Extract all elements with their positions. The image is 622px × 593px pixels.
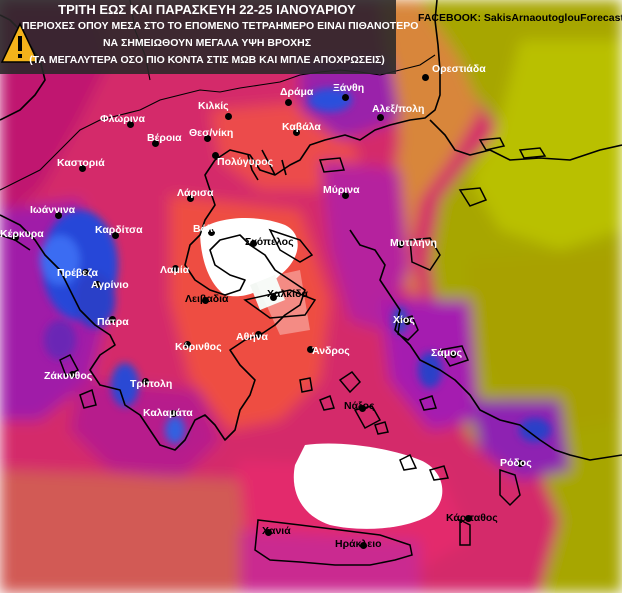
city-marker-dot — [127, 121, 134, 128]
city-label: Ορεστιάδα — [432, 63, 486, 75]
city-marker-dot — [342, 192, 349, 199]
header-title: ΤΡΙΤΗ ΕΩΣ ΚΑΙ ΠΑΡΑΣΚΕΥΗ 22-25 ΙΑΝΟΥΑΡΙΟΥ — [58, 2, 356, 17]
city-label: Μυτιλήνη — [390, 237, 437, 249]
city-label: Καλαμάτα — [143, 407, 193, 419]
city-label: Θεσ/νίκη — [189, 127, 234, 139]
city-marker-dot — [307, 346, 314, 353]
city-label: Νάξος — [344, 400, 375, 412]
city-marker-dot — [112, 232, 119, 239]
city-marker-dot — [255, 331, 262, 338]
city-marker-dot — [208, 229, 215, 236]
city-label: Σκόπελος — [245, 236, 294, 248]
city-label: Βόλος — [193, 223, 225, 235]
city-label: Ρόδος — [500, 457, 532, 469]
city-label: Πρέβεζα — [57, 267, 98, 279]
city-label: Μύρινα — [323, 184, 360, 196]
city-label: Πάτρα — [97, 316, 129, 328]
city-label: Λειβαδιά — [185, 293, 229, 305]
city-label: Ζάκυνθος — [44, 370, 93, 382]
city-label: Λαμία — [160, 264, 190, 276]
city-marker-dot — [360, 542, 367, 549]
city-marker-dot — [465, 515, 472, 522]
city-label: Κάρπαθος — [446, 512, 498, 524]
city-label: Κιλκίς — [198, 100, 229, 112]
city-marker-dot — [212, 152, 219, 159]
city-label: Αγρίνιο — [91, 279, 129, 291]
city-marker-dot — [397, 241, 404, 248]
city-marker-dot — [225, 113, 232, 120]
city-label: Καστοριά — [57, 157, 105, 169]
city-marker-dot — [377, 114, 384, 121]
city-label: Χανιά — [262, 525, 291, 537]
facebook-credit: FACEBOOK: SakisArnaoutoglouForecasts — [418, 12, 622, 24]
city-marker-dot — [82, 269, 89, 276]
heavy-cores — [40, 88, 551, 444]
city-label: Κόρινθος — [175, 341, 222, 353]
city-label: Βέροια — [147, 132, 182, 144]
city-marker-dot — [342, 94, 349, 101]
city-marker-dot — [152, 140, 159, 147]
city-marker-dot — [517, 460, 524, 467]
city-label: Σάμος — [431, 347, 463, 359]
city-marker-dot — [94, 281, 101, 288]
warning-triangle-icon — [0, 22, 40, 63]
city-label: Ηράκλειο — [335, 538, 382, 550]
islands — [59, 137, 547, 566]
city-marker-dot — [12, 234, 19, 241]
city-label: Πολύγυρος — [217, 156, 274, 168]
city-label: Κέρκυρα — [0, 228, 44, 240]
city-label: Φλώρινα — [100, 113, 145, 125]
city-marker-dot — [55, 212, 62, 219]
city-marker-dot — [359, 405, 366, 412]
city-marker-dot — [265, 529, 272, 536]
city-label: Ξάνθη — [333, 82, 365, 94]
header-banner: ΤΡΙΤΗ ΕΩΣ ΚΑΙ ΠΑΡΑΣΚΕΥΗ 22-25 ΙΑΝΟΥΑΡΙΟΥ… — [0, 0, 419, 74]
city-label: Καρδίτσα — [95, 224, 143, 236]
city-marker-dot — [404, 318, 411, 325]
city-marker-dot — [172, 265, 179, 272]
city-label: Αλεξ/πολη — [372, 103, 425, 115]
city-marker-dot — [184, 341, 191, 348]
city-label: Αθήνα — [236, 331, 268, 343]
city-marker-dot — [109, 316, 116, 323]
header-subtitle-line-3: (ΤΑ ΜΕΓΑΛΥΤΕΡΑ ΟΣΟ ΠΙΟ ΚΟΝΤΑ ΣΤΙΣ ΜΩΒ ΚΑ… — [29, 54, 385, 66]
city-marker-dot — [187, 195, 194, 202]
city-marker-dot — [79, 165, 86, 172]
city-marker-dot — [285, 99, 292, 106]
city-label: Χίος — [393, 314, 415, 326]
city-label: Άνδρος — [312, 345, 350, 357]
header-subtitle-line-1: ΠΕΡΙΟΧΕΣ ΟΠΟΥ ΜΕΣΑ ΣΤΟ ΤΟ ΕΠΟΜΕΝΟ ΤΕΤΡΑΗ… — [22, 20, 419, 32]
header-subtitle-line-2: ΝΑ ΣΗΜΕΙΩΘΟΥΝ ΜΕΓΑΛΑ ΥΨΗ ΒΡΟΧΗΣ — [102, 37, 312, 49]
city-label: Ιωάννινα — [30, 204, 76, 216]
city-label: Δράμα — [280, 86, 314, 98]
city-marker-dot — [170, 410, 177, 417]
city-marker-dot — [422, 74, 429, 81]
city-label: Λάρισα — [177, 187, 214, 199]
city-label: Τρίπολη — [130, 378, 173, 390]
city-marker-dot — [293, 129, 300, 136]
city-label: Χαλκίδα — [267, 288, 308, 300]
city-marker-dot — [142, 378, 149, 385]
city-label: Καβάλα — [282, 121, 321, 133]
city-marker-dot — [250, 240, 257, 247]
city-marker-dot — [204, 135, 211, 142]
city-marker-dot — [202, 297, 209, 304]
city-marker-dot — [69, 371, 76, 378]
city-marker-dot — [270, 294, 277, 301]
city-marker-dot — [450, 351, 457, 358]
